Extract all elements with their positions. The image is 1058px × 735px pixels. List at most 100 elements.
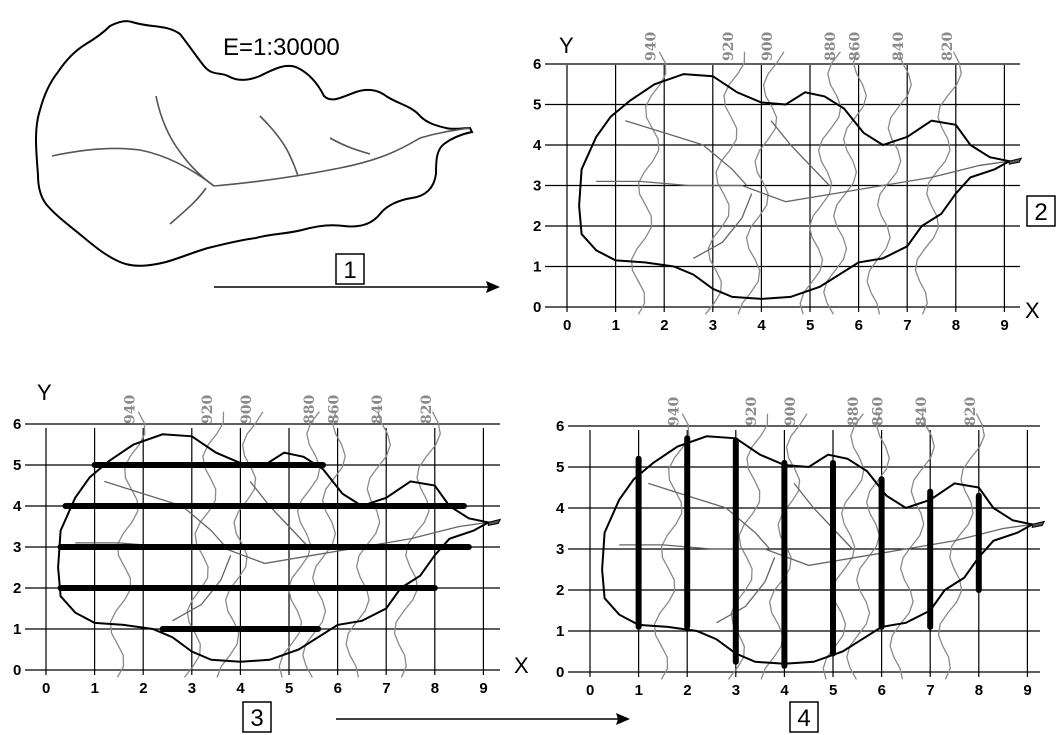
contour-line	[737, 51, 785, 315]
x-tick-label: 9	[1000, 317, 1008, 334]
panel-4-vertical-lines: 940 920 900 880 860 840 820 0 1 2 3 4 5 6 7 8 9 0 1 2 3 4 5 6…	[556, 397, 1046, 733]
y-tick-label: 4	[13, 498, 22, 515]
outlet-marker	[1008, 157, 1023, 165]
stream-line	[104, 480, 227, 548]
contours: 940 920 900 880 860 840 820	[75, 395, 489, 678]
x-tick-label: 8	[952, 317, 960, 334]
tributary-east	[329, 137, 371, 155]
contour-line	[889, 413, 935, 680]
x-tick-label: 7	[903, 317, 911, 334]
contour-label: 860	[871, 397, 887, 426]
contour-label: 920	[744, 397, 760, 426]
contour-line	[704, 51, 746, 315]
watershed-boundary	[35, 20, 474, 267]
stream-line	[625, 120, 748, 186]
contour-label: 920	[721, 32, 737, 61]
stream-line	[619, 523, 1033, 567]
y-tick-label: 5	[556, 459, 564, 476]
contour-label: 840	[891, 32, 907, 61]
y-tick-label: 1	[13, 621, 21, 638]
x-tick-label: 2	[139, 680, 147, 697]
step-1-number: 1	[343, 257, 356, 284]
contour-label: 880	[846, 397, 862, 426]
x-tick-label: 9	[479, 680, 487, 697]
step-4-box	[789, 701, 819, 733]
stream-line	[648, 482, 771, 550]
y-tick-label: 3	[13, 539, 21, 556]
x-tick-label: 0	[42, 680, 50, 697]
y-tick-label: 6	[13, 416, 21, 433]
contour-line	[727, 413, 769, 680]
panel-1-watershed: E=1:30000 1	[35, 20, 500, 293]
step-1-arrowhead	[486, 281, 500, 293]
x-tick-label: 8	[431, 680, 439, 697]
x-tick-label: 4	[757, 317, 766, 334]
panel-2-grid-overlay: 940 920 900 880 860 840 820 0 1 2 3 4 5 6 7 8 9 0 1 2 3 4 5 6…	[533, 32, 1056, 334]
tributary-central	[259, 115, 299, 177]
contours: 940 920 900 880 860 840 820	[619, 397, 1033, 680]
x-axis-ticks: 0 1 2 3 4 5 6 7 8 9	[586, 682, 1032, 699]
step-2-box	[1026, 195, 1056, 227]
scale-label: E=1:30000	[223, 34, 340, 61]
x-tick-label: 8	[975, 682, 983, 699]
x-tick-label: 6	[878, 682, 886, 699]
y-tick-label: 2	[13, 580, 21, 597]
step-2-number: 2	[1034, 199, 1047, 226]
grid	[545, 63, 1020, 312]
step-3-box	[242, 701, 272, 733]
y-axis-ticks: 0 1 2 3 4 5 6	[556, 418, 565, 681]
contour-line	[823, 51, 867, 315]
stream-line	[249, 480, 309, 548]
contour-label: 820	[419, 395, 435, 424]
y-tick-label: 3	[533, 178, 541, 195]
step-4-number: 4	[797, 705, 810, 732]
tributary-south	[169, 187, 207, 225]
y-tick-label: 1	[533, 259, 541, 276]
x-tick-label: 7	[382, 680, 390, 697]
x-tick-label: 3	[188, 680, 196, 697]
contour-line	[630, 51, 667, 315]
y-tick-label: 0	[556, 664, 564, 681]
contour-label: 880	[823, 32, 839, 61]
y-tick-label: 0	[13, 662, 21, 679]
x-tick-label: 4	[780, 682, 789, 699]
contour-label: 860	[327, 395, 343, 424]
y-tick-label: 2	[533, 218, 541, 235]
stream-line	[716, 556, 776, 624]
contour-label: 940	[122, 395, 138, 424]
x-tick-label: 4	[236, 680, 245, 697]
x-tick-label: 2	[683, 682, 691, 699]
x-axis-label: X	[514, 653, 529, 678]
step-3-arrowhead	[616, 713, 630, 725]
contour-label: 920	[200, 395, 216, 424]
y-tick-label: 4	[556, 500, 565, 517]
x-axis-ticks: 0 1 2 3 4 5 6 7 8 9	[42, 680, 488, 697]
stream-line	[770, 120, 830, 186]
stream-line	[172, 554, 232, 622]
x-tick-label: 1	[612, 317, 620, 334]
x-tick-label: 0	[586, 682, 594, 699]
watershed-boundary	[601, 435, 1036, 665]
x-tick-label: 2	[660, 317, 668, 334]
y-tick-label: 1	[556, 623, 564, 640]
outlet-marker	[487, 518, 502, 527]
contour-label: 940	[666, 397, 682, 426]
contours: 940 920 900 880 860 840 820	[596, 32, 1010, 315]
y-tick-label: 6	[533, 56, 541, 73]
contour-line	[914, 51, 962, 315]
x-tick-label: 5	[829, 682, 837, 699]
contour-label: 840	[914, 397, 930, 426]
contour-line	[846, 413, 890, 680]
contour-line	[822, 413, 865, 680]
contour-label: 900	[239, 395, 255, 424]
contour-label: 900	[783, 397, 799, 426]
y-tick-label: 4	[533, 137, 542, 154]
tributary-north	[155, 95, 215, 187]
step-1-box	[335, 253, 365, 285]
x-tick-label: 5	[285, 680, 293, 697]
y-axis-label: Y	[37, 380, 52, 405]
y-tick-label: 3	[556, 541, 564, 558]
main-stream	[213, 127, 471, 187]
step-3-number: 3	[250, 705, 263, 732]
